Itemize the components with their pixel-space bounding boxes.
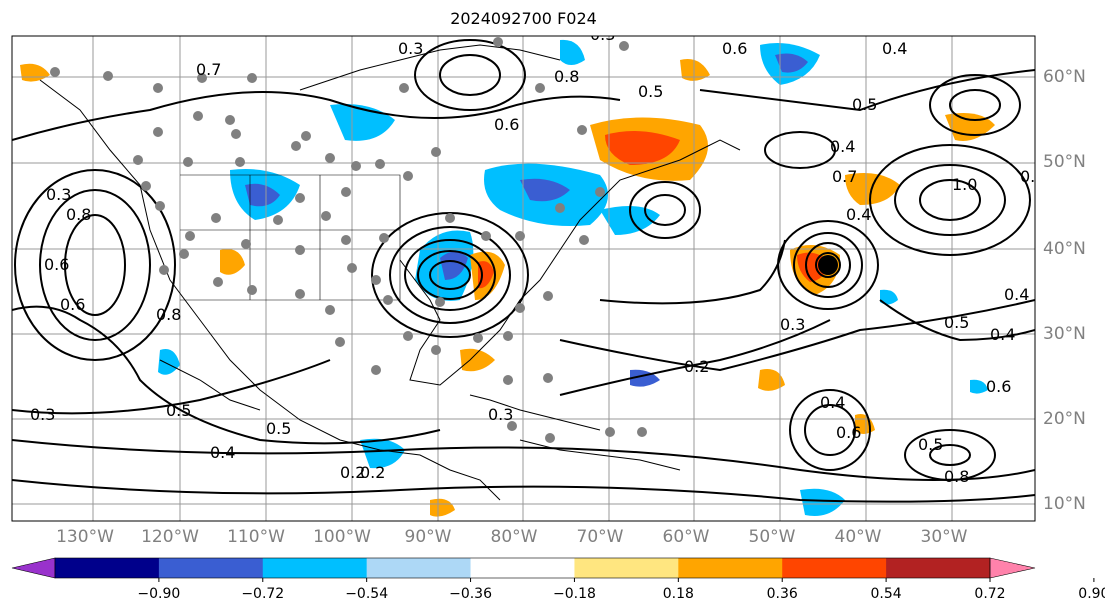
contour-labels: 0.70.30.50.60.30.60.80.40.20.30.40.20.50… xyxy=(30,25,1045,486)
contour-label: 0.2 xyxy=(360,463,385,482)
contour-label: 0.7 xyxy=(832,167,857,186)
contour-label: 0.4 xyxy=(882,39,907,58)
latitude-label: 20°N xyxy=(1043,409,1086,429)
contour-label: 0.8 xyxy=(554,67,579,86)
contour-label: 0.4 xyxy=(990,325,1015,344)
contour-label: 0.3 xyxy=(30,405,55,424)
map-frame xyxy=(11,35,1036,522)
colorbar-border xyxy=(54,557,991,579)
contour-label: 0.4 xyxy=(210,443,235,462)
contour-label: 0.2 xyxy=(340,463,365,482)
colorbar-tick-label: −0.54 xyxy=(345,586,389,602)
contour-label: 0.5 xyxy=(266,419,291,438)
colorbar-extend-low xyxy=(11,557,56,579)
colorbar-tick-label: −0.36 xyxy=(449,586,492,602)
latitude-label: 30°N xyxy=(1043,324,1086,344)
longitude-label: 80°W xyxy=(490,527,538,547)
colorbar-segment xyxy=(55,558,160,578)
contour-label: 0.2 xyxy=(684,357,709,376)
colorbar-segment xyxy=(886,558,991,578)
contour-label: 0.8 xyxy=(944,467,969,486)
colorbar-segment xyxy=(470,558,575,578)
longitude-label: 70°W xyxy=(576,527,624,547)
contour-label: 0.6 xyxy=(44,255,69,274)
latitude-label: 50°N xyxy=(1043,152,1086,172)
longitude-label: 90°W xyxy=(404,527,452,547)
colorbar-segment xyxy=(678,558,783,578)
contour-label: 0.6 xyxy=(836,423,861,442)
colorbar-tick-label: 0.18 xyxy=(662,586,694,602)
contour-label: 0.4 xyxy=(846,205,871,224)
contour-label: 0.6 xyxy=(722,39,747,58)
longitude-label: 60°W xyxy=(662,527,710,547)
contour-label: 0.3 xyxy=(780,315,805,334)
colorbar-segment xyxy=(262,558,368,578)
colorbar-segment xyxy=(158,558,264,578)
contour-label: 0.5 xyxy=(918,435,943,454)
latitude-label: 60°N xyxy=(1043,67,1086,87)
longitude-label: 30°W xyxy=(920,527,968,547)
contour-label: 0.4 xyxy=(820,393,845,412)
longitude-label: 40°W xyxy=(834,527,882,547)
colorbar xyxy=(11,557,1095,582)
colorbar-tick-label: 0.36 xyxy=(766,586,798,602)
latitude-label: 40°N xyxy=(1043,239,1086,259)
latitude-label: 10°N xyxy=(1043,494,1086,514)
contour-label: 0.3 xyxy=(590,25,615,44)
contour-label: 0.3 xyxy=(46,185,71,204)
map-plot-area: 0.70.30.50.60.30.60.80.40.20.30.40.20.50… xyxy=(12,25,1045,521)
longitude-label: 120°W xyxy=(141,527,199,547)
colorbar-tick-label: 0.90 xyxy=(1078,586,1105,602)
contour-label: 0.8 xyxy=(156,305,181,324)
longitude-label: 50°W xyxy=(748,527,796,547)
colorbar-segment xyxy=(574,558,679,578)
contour-label: 1.0 xyxy=(952,175,977,194)
contour-label: 0.5 xyxy=(166,401,191,420)
contour-label: 0.5 xyxy=(852,95,877,114)
station-markers xyxy=(50,37,647,443)
colorbar-tick-label: −0.18 xyxy=(552,586,596,602)
colorbar-segment xyxy=(782,558,887,578)
contour-label: 0.8 xyxy=(66,205,91,224)
contour-label: 0.6 xyxy=(494,115,519,134)
contour-label: 0.5 xyxy=(944,313,969,332)
contour-label: 0.3 xyxy=(1020,167,1045,186)
longitude-label: 100°W xyxy=(313,527,371,547)
storm-center-marker xyxy=(818,255,838,275)
coastlines xyxy=(39,44,741,501)
contour-label: 0.4 xyxy=(830,137,855,156)
longitude-label: 130°W xyxy=(56,527,114,547)
colorbar-tick-label: −0.90 xyxy=(137,586,181,602)
colorbar-tick-label: −0.72 xyxy=(241,586,285,602)
state-borders xyxy=(180,174,401,301)
colorbar-extend-high xyxy=(989,557,1036,579)
contour-label: 0.5 xyxy=(638,82,663,101)
map-title: 2024092700 F024 xyxy=(450,9,597,28)
colorbar-tick-label: 0.72 xyxy=(974,586,1006,602)
contour-label: 0.7 xyxy=(196,60,221,79)
contour-label: 0.6 xyxy=(60,295,85,314)
colorbar-tick-label: 0.54 xyxy=(870,586,902,602)
colorbar-segment xyxy=(366,558,472,578)
contour-label: 0.4 xyxy=(1004,285,1029,304)
contour-label: 0.3 xyxy=(398,39,423,58)
contour-label: 0.6 xyxy=(986,377,1011,396)
longitude-label: 110°W xyxy=(227,527,285,547)
contour-label: 0.3 xyxy=(488,405,513,424)
